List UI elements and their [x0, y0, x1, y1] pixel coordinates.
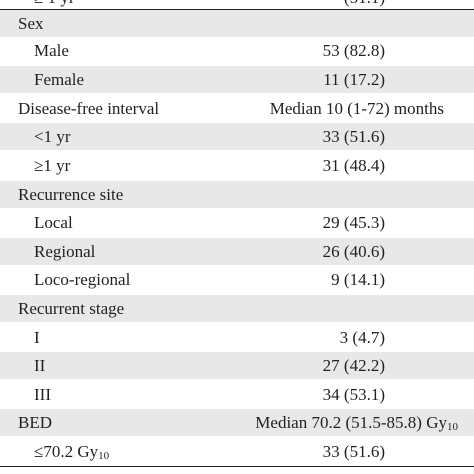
row-value: 34 (53.1): [322, 385, 385, 404]
row-value: 33 (51.6): [322, 442, 385, 461]
row-label: II: [34, 356, 46, 375]
table-row: I 3 (4.7): [0, 324, 474, 351]
table-row: Recurrent stage: [0, 295, 474, 322]
table-row: Disease-free interval Median 10 (1-72) m…: [0, 95, 474, 122]
row-label: Male: [34, 41, 69, 60]
table-row: Recurrence site: [0, 181, 474, 208]
unit-subscript: 10: [447, 421, 458, 433]
row-label: ≥ 1 yr: [34, 0, 75, 11]
row-value: 26 (40.6): [322, 242, 385, 261]
table-row: II 27 (42.2): [0, 352, 474, 379]
table-row: ≥1 yr 31 (48.4): [0, 152, 474, 179]
row-label: III: [34, 385, 51, 404]
row-value: 27 (42.2): [322, 356, 385, 375]
row-value: 53 (82.8): [322, 41, 385, 60]
table-row: Female 11 (17.2): [0, 66, 474, 93]
table-row: BED Median 70.2 (51.5-85.8) Gy10: [0, 409, 474, 436]
table-row: Regional 26 (40.6): [0, 238, 474, 265]
table-row: ≤70.2 Gy10 33 (51.6): [0, 438, 474, 465]
row-label: Recurrence site: [18, 185, 124, 204]
row-value: (51.1): [0, 0, 385, 11]
table-row: Sex: [0, 10, 474, 37]
row-label: Female: [34, 70, 85, 89]
row-value: 31 (48.4): [322, 156, 385, 175]
row-label: ≤70.2 Gy10: [34, 442, 110, 462]
row-label: Recurrent stage: [18, 299, 125, 318]
row-label: Regional: [34, 242, 96, 261]
row-label: BED: [18, 413, 52, 432]
row-divider: [0, 466, 474, 467]
unit-subscript: 10: [98, 450, 110, 462]
row-divider: [0, 9, 474, 10]
row-value: Median 10 (1-72) months: [269, 99, 444, 118]
row-label: I: [34, 328, 40, 347]
row-label: Local: [34, 213, 73, 232]
table-row: Male 53 (82.8): [0, 37, 474, 64]
table-row: Loco-regional 9 (14.1): [0, 266, 474, 293]
table-row: Local 29 (45.3): [0, 209, 474, 236]
row-value: 29 (45.3): [322, 213, 385, 232]
row-value: Median 70.2 (51.5-85.8) Gy10: [255, 413, 458, 433]
table-row: III 34 (53.1): [0, 381, 474, 408]
row-label: Loco-regional: [34, 270, 131, 289]
row-label: Sex: [18, 14, 44, 33]
table-row: <1 yr 33 (51.6): [0, 123, 474, 150]
row-value: 33 (51.6): [322, 127, 385, 146]
row-label: <1 yr: [34, 127, 71, 146]
row-value: 3 (4.7): [339, 328, 385, 347]
row-label: Disease-free interval: [18, 99, 160, 118]
table-row: ≥ 1 yr (51.1): [0, 0, 474, 11]
row-label: ≥1 yr: [34, 156, 71, 175]
row-value: 11 (17.2): [323, 70, 385, 89]
row-value: 9 (14.1): [331, 270, 385, 289]
